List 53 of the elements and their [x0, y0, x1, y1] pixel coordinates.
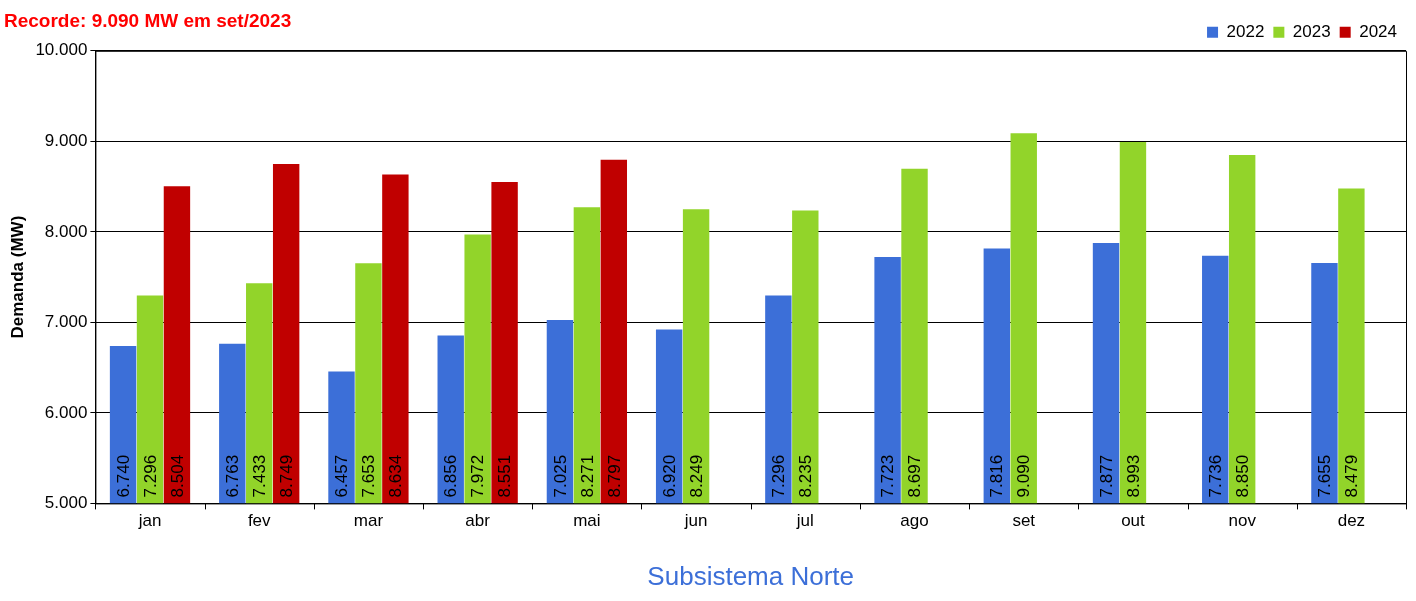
data-label: 8.551 — [495, 454, 515, 498]
data-label: 7.653 — [359, 454, 379, 498]
x-tick-label: mai — [573, 511, 601, 531]
data-label: 8.504 — [167, 454, 187, 498]
data-label: 7.723 — [878, 454, 898, 498]
y-axis-title: Demanda (MW) — [7, 215, 27, 339]
data-label: 7.025 — [550, 454, 570, 498]
data-label: 7.736 — [1205, 454, 1225, 498]
data-label: 7.877 — [1096, 454, 1116, 498]
data-label: 8.749 — [276, 454, 296, 498]
x-tick-label: nov — [1228, 511, 1257, 531]
data-label: 7.972 — [468, 454, 488, 498]
data-label: 7.296 — [769, 454, 789, 498]
x-tick-label: mar — [353, 511, 384, 531]
y-tick-label: 7.000 — [44, 312, 88, 332]
data-label: 8.634 — [386, 454, 406, 498]
y-tick-label: 5.000 — [44, 493, 88, 513]
data-label: 7.296 — [140, 454, 160, 498]
data-label: 6.457 — [332, 454, 352, 498]
data-label: 8.697 — [905, 454, 925, 498]
x-tick-label: out — [1121, 511, 1146, 531]
x-tick-label: fev — [247, 511, 272, 531]
y-tick-label: 9.000 — [44, 131, 88, 151]
x-tick-label: ago — [900, 511, 929, 531]
data-label: 8.993 — [1123, 454, 1143, 498]
x-tick-label: jun — [683, 511, 708, 531]
x-tick-label: abr — [465, 511, 491, 531]
data-label: 6.740 — [113, 454, 133, 498]
data-label: 6.856 — [441, 454, 461, 498]
legend-label: 2022 — [1226, 21, 1265, 41]
data-label: 7.433 — [249, 454, 269, 498]
legend-label: 2023 — [1292, 21, 1331, 41]
x-tick-label: set — [1012, 511, 1036, 531]
data-label: 6.920 — [659, 454, 679, 498]
data-label: 8.479 — [1342, 454, 1362, 498]
x-tick-label: dez — [1337, 511, 1366, 531]
legend-label: 2024 — [1359, 21, 1398, 41]
data-label: 6.763 — [222, 454, 242, 498]
data-label: 9.090 — [1014, 454, 1034, 498]
data-label: 7.816 — [987, 454, 1007, 498]
data-label: 8.797 — [604, 454, 624, 498]
data-label: 8.271 — [577, 454, 597, 498]
x-axis-title: Subsistema Norte — [647, 560, 855, 591]
chart-title: Recorde: 9.090 MW em set/2023 — [4, 9, 292, 31]
y-tick-label: 8.000 — [44, 221, 88, 241]
x-tick-label: jul — [795, 511, 814, 531]
data-label: 8.249 — [686, 454, 706, 498]
data-label: 7.655 — [1315, 454, 1335, 498]
data-label: 8.235 — [795, 454, 815, 498]
x-tick-label: jan — [137, 511, 162, 531]
y-tick-label: 10.000 — [35, 40, 88, 60]
data-label: 8.850 — [1232, 454, 1252, 498]
y-tick-label: 6.000 — [44, 402, 88, 422]
